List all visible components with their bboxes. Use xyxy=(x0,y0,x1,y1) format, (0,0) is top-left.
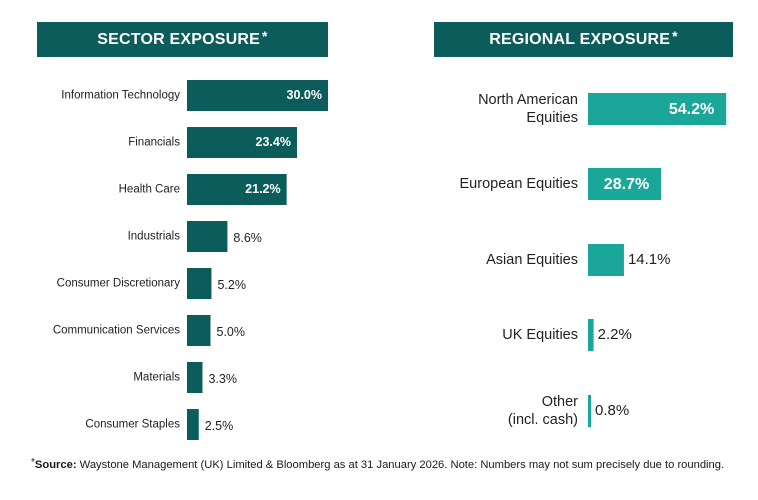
sector-bar-information-technology xyxy=(187,80,328,111)
region-bar-north-american-equities xyxy=(588,93,727,125)
region-bar-other-incl-cash xyxy=(588,395,591,427)
sector-category-label: Financials xyxy=(128,137,180,149)
region-category-label: European Equities xyxy=(460,176,579,192)
region-value-label: 54.2% xyxy=(669,101,714,118)
region-category-label: North American xyxy=(478,92,578,108)
footnote-asterisk: * xyxy=(31,457,35,468)
region-bar-uk-equities xyxy=(588,319,594,351)
sector-bar-industrials xyxy=(187,221,228,252)
sector-category-label: Consumer Staples xyxy=(85,419,180,431)
sector-category-label: Communication Services xyxy=(53,325,180,337)
region-bar-asian-equities xyxy=(588,244,624,276)
region-value-label: 2.2% xyxy=(598,326,632,343)
sector-bar-financials xyxy=(187,127,297,158)
source-footnote: *Source: Waystone Management (UK) Limite… xyxy=(31,457,743,473)
sector-bar-communication-services xyxy=(187,315,211,346)
region-category-label: Other xyxy=(542,394,578,410)
sector-value-label: 5.0% xyxy=(217,325,246,339)
sector-bar-materials xyxy=(187,362,203,393)
region-category-label: Asian Equities xyxy=(486,252,578,268)
asterisk-mark: * xyxy=(262,27,268,44)
sector-bar-consumer-discretionary xyxy=(187,268,212,299)
footnote-source-label: Source: xyxy=(34,459,77,471)
sector-value-label: 8.6% xyxy=(233,231,261,245)
region-category-label: UK Equities xyxy=(502,327,578,343)
sector-bar-health-care xyxy=(187,174,287,205)
footnote-text: Waystone Management (UK) Limited & Bloom… xyxy=(76,459,725,471)
sector-value-label: 2.5% xyxy=(205,419,234,433)
sector-exposure-header: SECTOR EXPOSURE * xyxy=(37,22,328,57)
region-value-label: 28.7% xyxy=(604,176,649,193)
sector-value-label: 23.4% xyxy=(256,135,291,149)
sector-value-label: 30.0% xyxy=(287,88,322,102)
sector-value-label: 21.2% xyxy=(245,182,280,196)
sector-category-label: Consumer Discretionary xyxy=(57,278,181,290)
regional-exposure-title: REGIONAL EXPOSURE xyxy=(489,30,671,48)
region-value-label: 14.1% xyxy=(628,251,671,268)
sector-exposure-title: SECTOR EXPOSURE xyxy=(97,30,261,48)
regional-exposure-header: REGIONAL EXPOSURE * xyxy=(434,22,733,57)
sector-value-label: 3.3% xyxy=(209,372,238,386)
asterisk-mark: * xyxy=(672,27,678,44)
sector-category-label: Industrials xyxy=(128,231,181,243)
sector-category-label: Materials xyxy=(133,372,180,384)
sector-category-label: Information Technology xyxy=(61,90,180,102)
region-bar-european-equities xyxy=(588,168,662,200)
region-category-label: (incl. cash) xyxy=(508,412,578,428)
sector-category-label: Health Care xyxy=(119,184,180,196)
sector-value-label: 5.2% xyxy=(217,278,246,292)
region-category-label: Equities xyxy=(526,110,578,126)
sector-bar-consumer-staples xyxy=(187,409,199,440)
region-value-label: 0.8% xyxy=(595,402,629,419)
